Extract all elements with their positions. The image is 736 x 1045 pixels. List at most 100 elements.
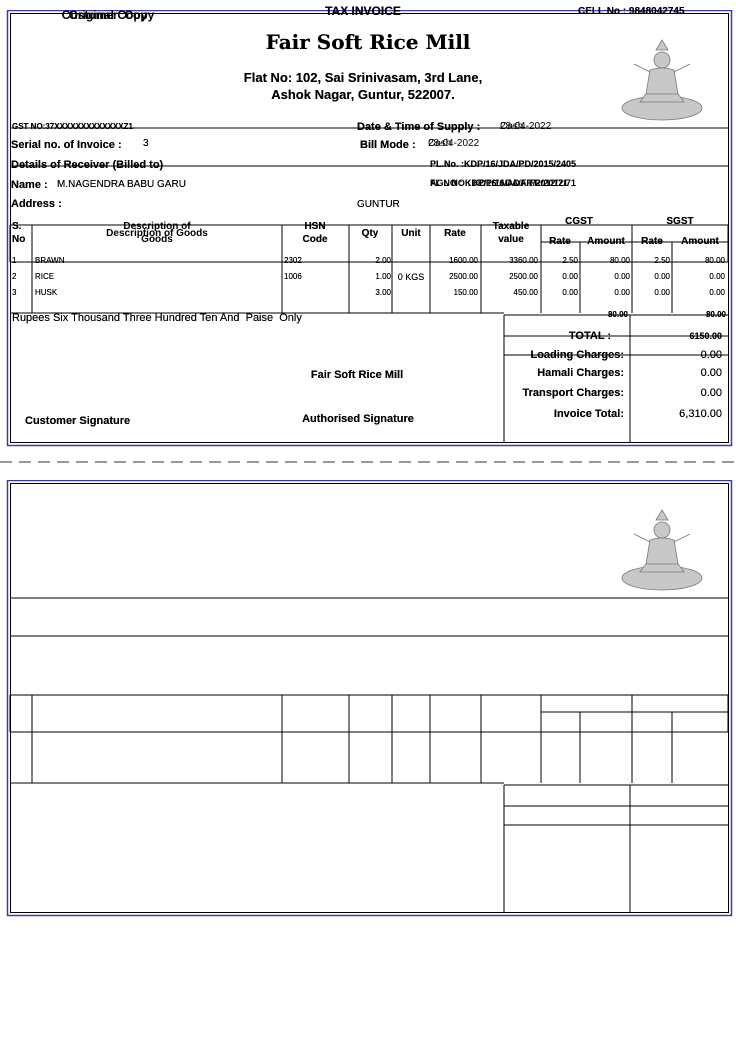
table-cell: 0.00 xyxy=(614,272,630,281)
table-cell: 1.00 xyxy=(375,272,391,281)
tax-total: 80.00 xyxy=(607,310,628,319)
table-cell: 0 KGS xyxy=(397,271,425,282)
column-header: Unit xyxy=(401,227,421,239)
column-header: Amount xyxy=(681,236,719,247)
table-cell: 80.00 xyxy=(609,256,630,265)
table-cell: RICE xyxy=(35,272,55,281)
inner-border xyxy=(10,483,729,913)
section-heading: Details of Receiver (Billed to) xyxy=(11,158,164,171)
column-header: Code xyxy=(302,234,328,245)
cell-number: CELL No : 9848042745 xyxy=(578,6,685,17)
signature-label: Customer Signature xyxy=(25,414,131,427)
charge-label: Hamali Charges: xyxy=(537,366,624,379)
table-cell: 1.00 xyxy=(375,272,391,281)
column-header: No xyxy=(12,234,26,245)
copy-label: Customer Copy xyxy=(61,8,155,22)
field-label: Name : xyxy=(11,178,48,191)
table-cell: 1600.00 xyxy=(449,256,478,265)
column-header: Description of xyxy=(123,221,191,232)
field-label: Name : xyxy=(11,178,48,191)
table-cell: 0.00 xyxy=(562,288,578,297)
field-label: Address : xyxy=(11,197,62,210)
field-label: Bill Mode : xyxy=(360,138,416,151)
table-cell: 2.00 xyxy=(375,256,391,265)
field-value: Cash xyxy=(500,121,524,132)
column-header: Rate xyxy=(444,227,466,239)
signature-label: Customer Signature xyxy=(25,414,131,427)
charge-label: Invoice Total: xyxy=(553,407,624,420)
table-cell: 0.00 xyxy=(614,288,630,297)
column-header: value xyxy=(498,234,524,245)
table-cell: 450.00 xyxy=(513,288,538,297)
image-shape xyxy=(645,537,679,565)
table-cell: 0.00 xyxy=(654,272,670,281)
shop-name: Fair Soft Rice Mill xyxy=(265,30,471,54)
table-cell: HUSK xyxy=(35,288,58,297)
table-cell: 0.00 xyxy=(709,288,725,297)
charge-label: Loading Charges: xyxy=(530,348,624,361)
column-header: Description of Goods xyxy=(106,227,208,239)
table-cell: 0.00 xyxy=(562,272,578,281)
column-header: S. xyxy=(12,221,22,232)
column-header: Code xyxy=(302,234,328,245)
table-cell: 3 xyxy=(12,288,17,297)
table-cell: 2.50 xyxy=(654,256,670,265)
table-cell: 150.00 xyxy=(453,288,478,297)
table-cell: 1600.00 xyxy=(449,256,478,265)
column-header: Qty xyxy=(361,227,379,239)
field-value: 28-04-2022 xyxy=(500,121,552,132)
table-cell: 0.00 xyxy=(654,288,670,297)
field-value: GUNTUR xyxy=(357,199,400,210)
table-cell: BRAWN xyxy=(35,256,65,265)
table-cell: 2302 xyxy=(284,256,302,265)
invoice-frame xyxy=(6,480,733,917)
table-cell: 2500.00 xyxy=(509,272,538,281)
separator xyxy=(0,461,736,463)
deity-image xyxy=(621,509,703,591)
gst-number: GST NO:37XXXXXXXXXXXXXZ1 xyxy=(12,122,133,131)
license-number: PL.No. :KDP/16/JDA/PD/2015/2405 xyxy=(430,158,577,169)
column-header: Amount xyxy=(587,236,625,247)
signature-label: Authorised Signature xyxy=(302,412,414,425)
column-header: Rate xyxy=(549,236,571,247)
table-cell: 3360.00 xyxy=(509,256,538,265)
table-cell: 0.00 xyxy=(562,272,578,281)
charge-value: 0.00 xyxy=(700,366,722,379)
charge-value: 0.00 xyxy=(700,348,722,361)
table-cell: 0.00 xyxy=(654,272,670,281)
charge-label: Transport Charges: xyxy=(522,386,624,399)
column-header: Amount xyxy=(587,236,625,247)
charge-value: 6150.00 xyxy=(689,330,722,341)
total-label: TOTAL : xyxy=(568,329,612,342)
column-header: Rate xyxy=(641,236,663,247)
tax-total: 80.00 xyxy=(705,310,726,319)
column-header: value xyxy=(498,234,524,245)
column-header: Unit xyxy=(401,227,421,239)
column-header: HSN xyxy=(304,221,326,232)
table-cell: 0.00 xyxy=(654,288,670,297)
charge-label: Transport Charges: xyxy=(522,386,624,399)
cell-number: CELL No : 9848042745 xyxy=(578,6,685,17)
column-header: No xyxy=(12,234,26,245)
charge-label: Hamali Charges: xyxy=(537,366,624,379)
table-cell: 2.50 xyxy=(654,256,670,265)
column-header: SGST xyxy=(666,216,694,227)
charge-value: 6,310.00 xyxy=(679,407,722,420)
column-header: HSN xyxy=(304,221,326,232)
table-cell: 2 xyxy=(12,272,17,281)
shop-address: Ashok Nagar, Guntur, 522007. xyxy=(271,86,455,102)
license-number: FL NO : KDP/16/ADA/FR/2012/71 xyxy=(430,177,568,188)
charge-value: 0.00 xyxy=(700,366,722,379)
column-header: CGST xyxy=(565,216,593,227)
column-header: Taxable xyxy=(492,221,530,232)
table-cell: 1 xyxy=(12,256,17,265)
column-header: Rate xyxy=(444,227,466,239)
copy-label: Original Copy xyxy=(68,8,148,22)
charge-value: 6,310.00 xyxy=(679,407,722,420)
shop-address: Flat No: 102, Sai Srinivasam, 3rd Lane, xyxy=(243,69,483,85)
field-label: Date & Time of Supply : xyxy=(357,120,481,133)
field-value: 3 xyxy=(143,138,149,149)
table-cell: 2500.00 xyxy=(449,272,478,281)
signature-label: Authorised Signature xyxy=(302,412,414,425)
